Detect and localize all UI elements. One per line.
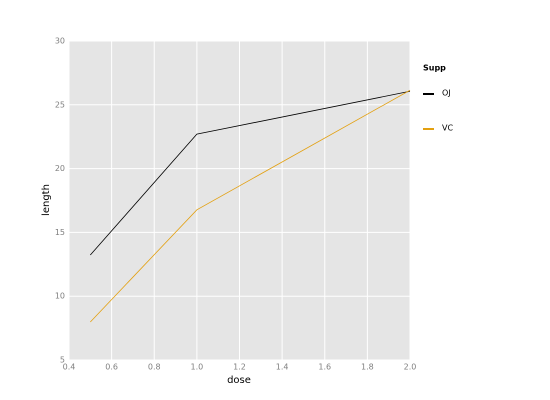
x-tick-label: 1.8 bbox=[361, 363, 374, 372]
y-tick-label: 5 bbox=[60, 356, 65, 365]
x-tick-label: 0.6 bbox=[105, 363, 118, 372]
x-tick-label: 2.0 bbox=[404, 363, 417, 372]
x-tick-label: 1.6 bbox=[318, 363, 331, 372]
y-tick-label: 30 bbox=[55, 37, 65, 46]
y-tick-label: 10 bbox=[55, 292, 65, 301]
y-tick-label: 20 bbox=[55, 164, 65, 173]
legend-label: OJ bbox=[442, 89, 451, 98]
y-tick-label: 15 bbox=[55, 228, 65, 237]
legend-title: Supp bbox=[423, 64, 446, 73]
y-axis-label: length bbox=[41, 184, 52, 216]
series-line bbox=[90, 90, 411, 256]
y-tick-label: 25 bbox=[55, 100, 65, 109]
x-tick-label: 1.4 bbox=[276, 363, 289, 372]
x-tick-label: 0.4 bbox=[63, 363, 76, 372]
x-tick-label: 1.0 bbox=[191, 363, 204, 372]
x-tick-label: 1.2 bbox=[233, 363, 246, 372]
x-tick-label: 0.8 bbox=[148, 363, 161, 372]
legend-label: VC bbox=[442, 124, 453, 133]
series-line bbox=[90, 89, 411, 323]
x-axis-label: dose bbox=[227, 375, 251, 386]
